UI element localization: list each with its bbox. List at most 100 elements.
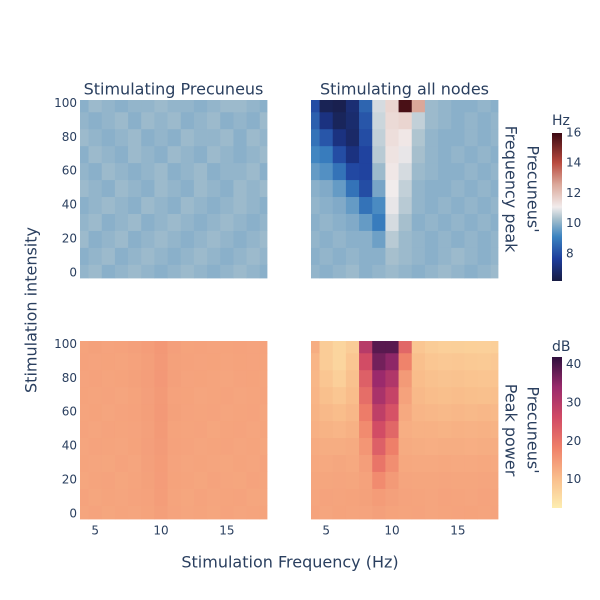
heatmap-cell — [180, 264, 195, 279]
heatmap-cell — [193, 162, 208, 181]
heatmap-cell — [233, 403, 247, 422]
colorbar-title: dB — [552, 339, 571, 355]
heatmap-cell — [385, 145, 399, 164]
heatmap-cell — [259, 454, 268, 472]
heatmap-cell — [220, 437, 234, 455]
heatmap-cell — [451, 454, 465, 472]
heatmap-cell — [451, 230, 465, 248]
heatmap-cell — [180, 420, 195, 439]
heatmap-cell — [438, 488, 452, 506]
heatmap-cell — [259, 111, 268, 130]
heatmap-cell — [451, 341, 465, 354]
heatmap-cell — [490, 471, 499, 489]
heatmap-cell — [220, 420, 234, 439]
heatmap-cell — [372, 145, 386, 164]
heatmap-cell — [359, 341, 373, 354]
heatmap-cell — [259, 162, 268, 181]
heatmap-cell — [220, 213, 234, 231]
heatmap-cell — [101, 111, 116, 130]
heatmap-cell — [101, 196, 116, 214]
heatmap-cell — [451, 100, 465, 113]
heatmap-cell — [193, 369, 208, 388]
heatmap-cell — [193, 247, 208, 265]
heatmap-cell — [193, 341, 208, 354]
x-tick-label: 15 — [219, 524, 234, 538]
heatmap-cell — [477, 352, 492, 371]
heatmap-cell — [372, 437, 386, 455]
heatmap-cell — [464, 179, 478, 198]
heatmap-cell — [259, 179, 268, 198]
heatmap-cell — [477, 505, 492, 520]
heatmap-cell — [332, 420, 347, 439]
heatmap-cell — [464, 264, 478, 279]
heatmap-cell — [88, 179, 103, 198]
heatmap-cell — [398, 264, 413, 279]
heatmap-cell — [259, 145, 268, 164]
heatmap-cell — [438, 179, 452, 198]
heatmap-cell — [114, 145, 129, 164]
heatmap-cell — [411, 471, 426, 489]
x-tick-label: 5 — [322, 524, 330, 538]
heatmap-cell — [154, 454, 168, 472]
heatmap-cell — [464, 162, 478, 181]
heatmap-cell — [385, 128, 399, 147]
heatmap-cell — [411, 264, 426, 279]
heatmap-cell — [114, 437, 129, 455]
heatmap-cell — [180, 454, 195, 472]
heatmap-cell — [80, 471, 89, 489]
heatmap-cell — [259, 196, 268, 214]
heatmap-cell — [411, 386, 426, 405]
heatmap-cell — [451, 403, 465, 422]
heatmap-cell — [233, 341, 247, 354]
heatmap-cell — [167, 403, 182, 422]
heatmap-cell — [101, 505, 116, 520]
heatmap-cell — [101, 247, 116, 265]
colorbar-tick-label: 20 — [566, 434, 581, 448]
heatmap-cell — [220, 162, 234, 181]
heatmap-cell — [319, 247, 334, 265]
heatmap-cell — [424, 179, 439, 198]
heatmap-cell — [332, 264, 347, 279]
heatmap-cell — [259, 437, 268, 455]
heatmap-cell — [154, 111, 168, 130]
heatmap-cell — [411, 341, 426, 354]
heatmap-cell — [477, 100, 492, 113]
heatmap-cell — [101, 264, 116, 279]
heatmap-cell — [398, 386, 413, 405]
heatmap-cell — [167, 341, 182, 354]
heatmap-cell — [477, 369, 492, 388]
heatmap-cell — [80, 403, 89, 422]
heatmap-cell — [345, 369, 360, 388]
heatmap-cell — [490, 230, 499, 248]
heatmap-cell — [319, 437, 334, 455]
row-title: Peak power — [502, 384, 521, 477]
heatmap-cell — [220, 145, 234, 164]
heatmap-cell — [319, 369, 334, 388]
heatmap-cell — [141, 111, 155, 130]
heatmap-cell — [451, 369, 465, 388]
heatmap-cell — [114, 247, 129, 265]
heatmap-cell — [345, 213, 360, 231]
heatmap-cell — [385, 369, 399, 388]
heatmap-cell — [424, 111, 439, 130]
heatmap-cell — [141, 505, 155, 520]
heatmap-cell — [154, 213, 168, 231]
heatmap-cell — [154, 341, 168, 354]
heatmap-cell — [345, 230, 360, 248]
heatmap-cell — [345, 145, 360, 164]
heatmap-cell — [220, 230, 234, 248]
heatmap-cell — [141, 420, 155, 439]
heatmap-cell — [114, 179, 129, 198]
heatmap-cell — [411, 403, 426, 422]
heatmap-cell — [141, 264, 155, 279]
heatmap-cell — [385, 179, 399, 198]
heatmap-cell — [259, 369, 268, 388]
heatmap-cell — [438, 437, 452, 455]
heatmap-cell — [154, 162, 168, 181]
heatmap-cell — [490, 145, 499, 164]
colorbar-tick-label: 8 — [566, 246, 574, 260]
heatmap-cell — [464, 213, 478, 231]
heatmap-cell — [438, 162, 452, 181]
heatmap-cell — [193, 179, 208, 198]
heatmap-cell — [477, 196, 492, 214]
